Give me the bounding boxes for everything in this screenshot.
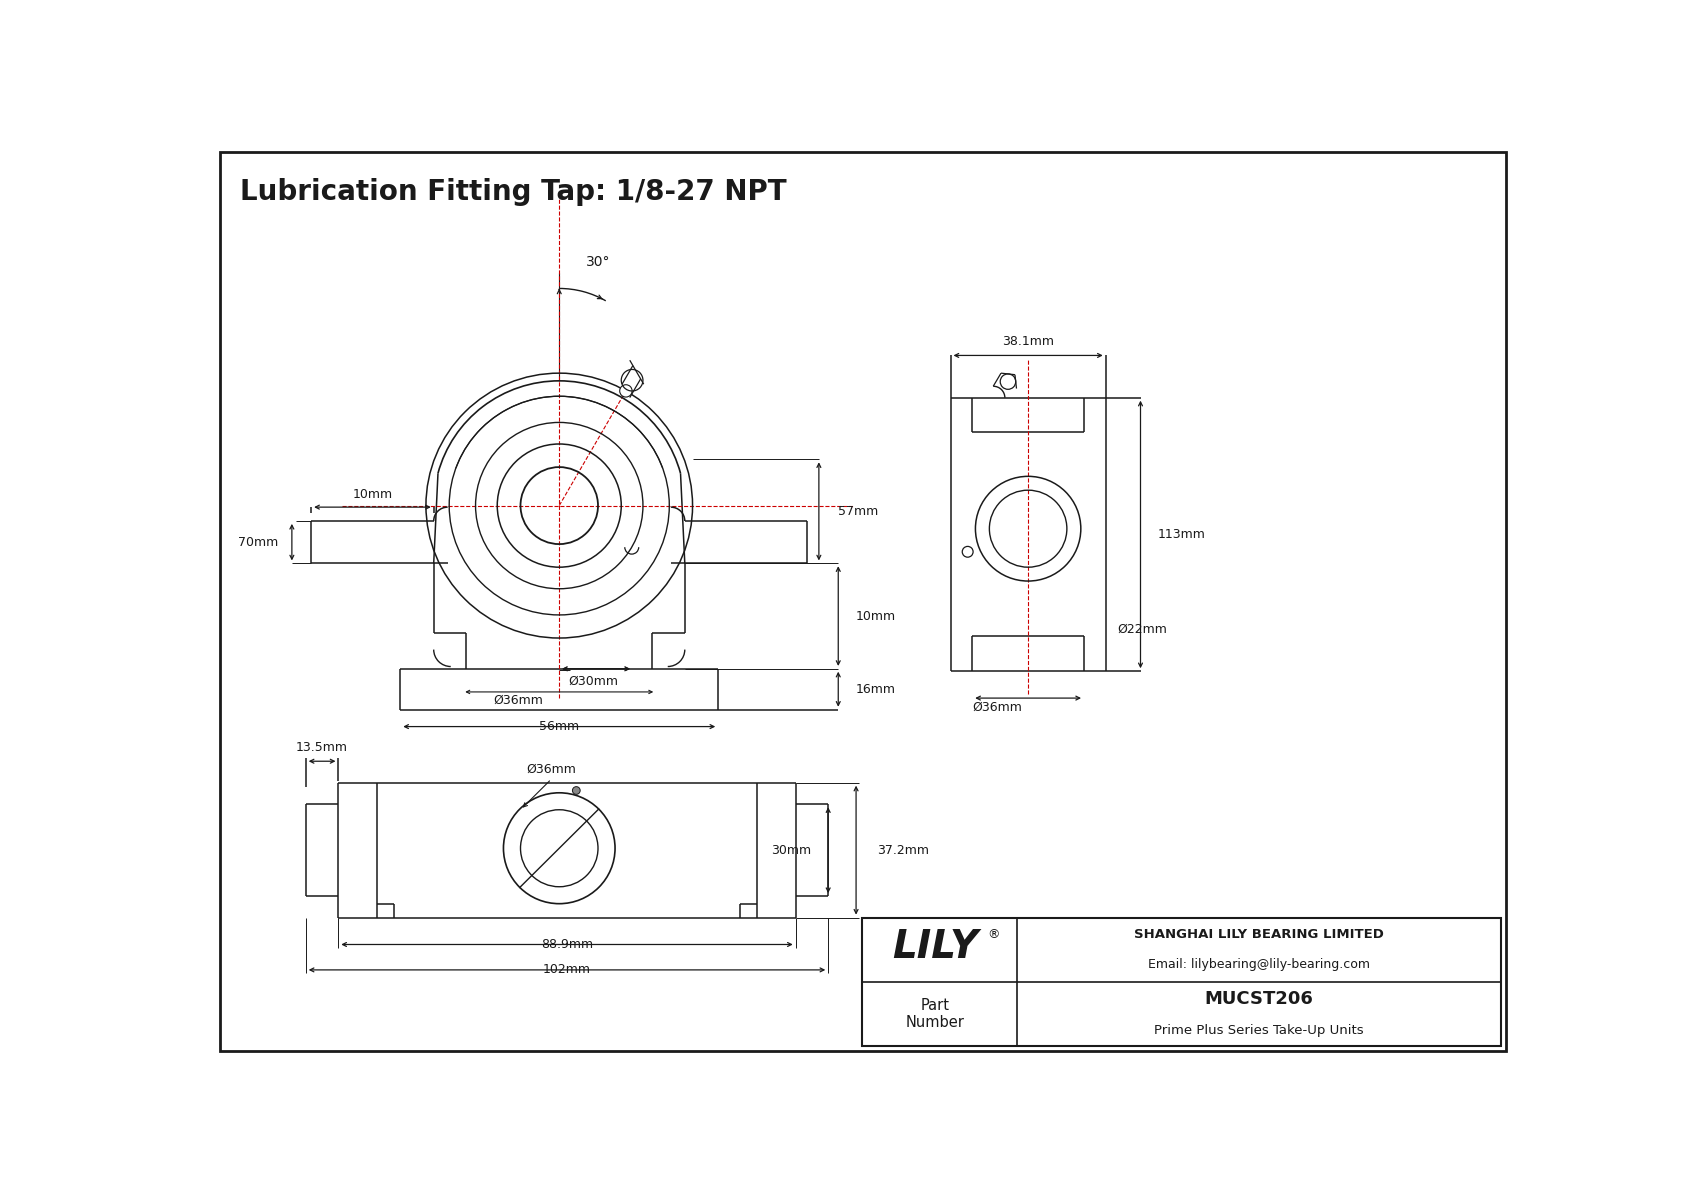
Text: Lubrication Fitting Tap: 1/8-27 NPT: Lubrication Fitting Tap: 1/8-27 NPT [239, 179, 786, 206]
Text: LILY: LILY [893, 928, 978, 966]
Text: MUCST206: MUCST206 [1204, 990, 1314, 1008]
Text: 10mm: 10mm [352, 488, 392, 501]
Circle shape [620, 385, 632, 397]
Text: 10mm: 10mm [855, 610, 896, 623]
Text: ®: ® [987, 928, 1000, 941]
Text: 70mm: 70mm [237, 536, 278, 549]
Text: Ø36mm: Ø36mm [972, 701, 1022, 715]
Text: 30°: 30° [586, 255, 611, 269]
Text: 56mm: 56mm [539, 721, 579, 734]
Text: Ø36mm: Ø36mm [527, 763, 576, 775]
Text: 37.2mm: 37.2mm [877, 843, 930, 856]
Bar [862, 917, 1500, 1046]
Text: SHANGHAI LILY BEARING LIMITED: SHANGHAI LILY BEARING LIMITED [1133, 928, 1384, 941]
Text: Ø36mm: Ø36mm [493, 693, 544, 706]
Text: Prime Plus Series Take-Up Units: Prime Plus Series Take-Up Units [1154, 1024, 1364, 1037]
Text: 13.5mm: 13.5mm [296, 741, 349, 754]
Text: Ø30mm: Ø30mm [569, 675, 618, 688]
Text: 102mm: 102mm [542, 964, 591, 977]
Text: 57mm: 57mm [839, 505, 879, 518]
Text: 38.1mm: 38.1mm [1002, 335, 1054, 348]
Text: Ø22mm: Ø22mm [1116, 622, 1167, 635]
Circle shape [573, 786, 581, 794]
Text: 88.9mm: 88.9mm [541, 939, 593, 950]
Text: 16mm: 16mm [855, 682, 896, 696]
Text: 113mm: 113mm [1157, 528, 1206, 541]
Text: Email: lilybearing@lily-bearing.com: Email: lilybearing@lily-bearing.com [1148, 959, 1369, 972]
Text: 30mm: 30mm [771, 843, 812, 856]
Text: Part
Number: Part Number [906, 998, 965, 1030]
